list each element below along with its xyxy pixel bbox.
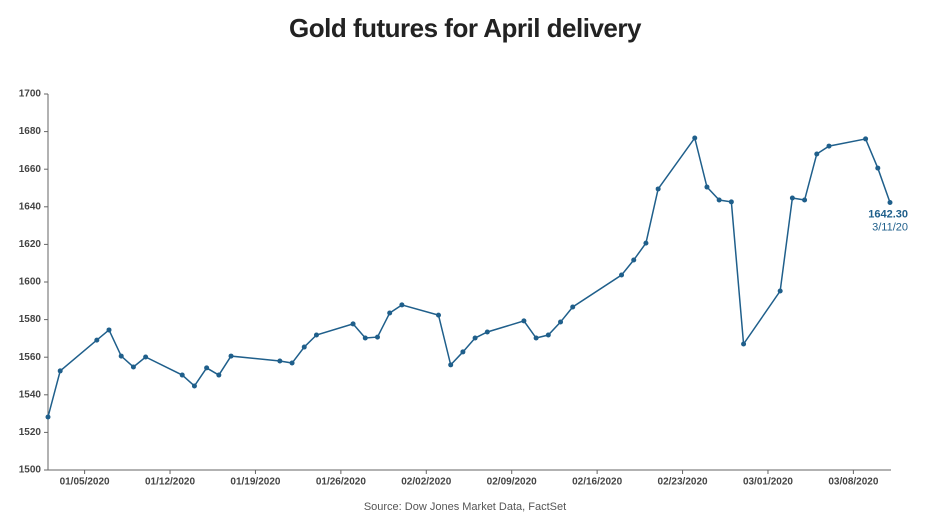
y-tick-label: 1620 (19, 239, 42, 250)
price-line (47, 136, 891, 418)
data-point (484, 329, 490, 335)
y-tick-label: 1580 (19, 314, 42, 325)
data-point (118, 353, 124, 359)
data-point (545, 332, 551, 338)
x-tick-label: 02/23/2020 (658, 477, 708, 488)
data-point (94, 337, 100, 343)
data-point (826, 143, 832, 149)
x-tick-label: 01/26/2020 (316, 477, 366, 488)
data-point (130, 364, 136, 370)
y-tick-label: 1660 (19, 164, 42, 175)
y-tick-label: 1500 (19, 465, 42, 476)
data-point (643, 240, 649, 246)
data-point (741, 341, 747, 347)
chart-title: Gold futures for April delivery (289, 13, 642, 43)
data-point (57, 368, 63, 374)
source-note: Source: Dow Jones Market Data, FactSet (364, 501, 566, 513)
y-tick-label: 1700 (19, 89, 42, 100)
data-point (387, 310, 393, 316)
data-point (887, 199, 893, 205)
data-point (362, 335, 368, 341)
data-point (435, 312, 441, 318)
data-point (313, 332, 319, 338)
x-tick-label: 02/09/2020 (487, 477, 537, 488)
data-point (875, 165, 881, 171)
data-point (191, 383, 197, 389)
data-point (814, 151, 820, 157)
annotation: 3/11/20 (872, 221, 908, 233)
data-point (448, 362, 454, 368)
data-point (460, 349, 466, 355)
data-point (106, 327, 112, 333)
data-point (289, 360, 295, 366)
data-point (228, 353, 234, 359)
x-tick-label: 03/01/2020 (743, 477, 793, 488)
y-tick-label: 1680 (19, 126, 42, 137)
data-point (655, 186, 661, 192)
value-label: 1642.30 (868, 208, 908, 220)
data-point (277, 358, 283, 364)
data-point (521, 318, 527, 324)
y-tick-label: 1540 (19, 389, 42, 400)
x-tick-label: 01/05/2020 (60, 477, 110, 488)
data-point (789, 195, 795, 201)
data-point (704, 184, 710, 190)
data-point (533, 335, 539, 341)
data-point (716, 197, 722, 203)
y-tick-label: 1640 (19, 201, 42, 212)
data-point (728, 199, 734, 205)
data-point (301, 344, 307, 350)
data-point (558, 319, 564, 325)
y-tick-label: 1560 (19, 352, 42, 363)
data-point (570, 304, 576, 310)
y-tick-label: 1520 (19, 427, 42, 438)
data-point (863, 136, 869, 142)
data-point (692, 135, 698, 141)
data-point (45, 414, 51, 420)
data-point (204, 365, 210, 371)
data-point (374, 334, 380, 340)
x-tick-label: 02/02/2020 (401, 477, 451, 488)
x-tick-label: 01/19/2020 (230, 477, 280, 488)
x-tick-label: 01/12/2020 (145, 477, 195, 488)
data-point (216, 372, 222, 378)
data-point (802, 197, 808, 203)
data-point (472, 335, 478, 341)
data-point (179, 372, 185, 378)
data-point (631, 257, 637, 263)
data-point (399, 302, 405, 308)
data-point (777, 288, 783, 294)
data-point (143, 354, 149, 360)
y-tick-label: 1600 (19, 277, 42, 288)
data-point (350, 321, 356, 327)
data-point (619, 272, 625, 278)
x-tick-label: 02/16/2020 (572, 477, 622, 488)
x-tick-label: 03/08/2020 (828, 477, 878, 488)
